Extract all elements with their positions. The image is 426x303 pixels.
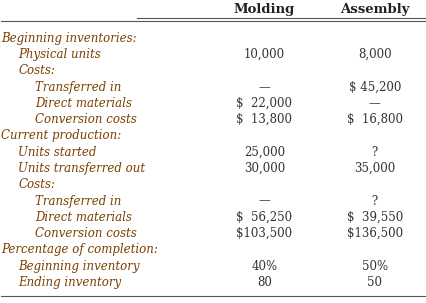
Text: Units transferred out: Units transferred out — [18, 162, 145, 175]
Text: Direct materials: Direct materials — [35, 211, 132, 224]
Text: Percentage of completion:: Percentage of completion: — [1, 243, 158, 256]
Text: $  39,550: $ 39,550 — [346, 211, 402, 224]
Text: ?: ? — [371, 195, 377, 208]
Text: —: — — [258, 81, 270, 94]
Text: $  13,800: $ 13,800 — [236, 113, 292, 126]
Text: Costs:: Costs: — [18, 178, 55, 191]
Text: 25,000: 25,000 — [243, 146, 284, 159]
Text: $  56,250: $ 56,250 — [236, 211, 292, 224]
Text: $ 45,200: $ 45,200 — [348, 81, 400, 94]
Text: $  22,000: $ 22,000 — [236, 97, 292, 110]
Text: Ending inventory: Ending inventory — [18, 276, 121, 289]
Text: 50: 50 — [366, 276, 381, 289]
Text: 8,000: 8,000 — [357, 48, 391, 61]
Text: —: — — [258, 195, 270, 208]
Text: $103,500: $103,500 — [236, 227, 292, 240]
Text: Costs:: Costs: — [18, 65, 55, 77]
Text: Beginning inventory: Beginning inventory — [18, 260, 140, 273]
Text: Molding: Molding — [233, 3, 294, 16]
Text: $136,500: $136,500 — [346, 227, 402, 240]
Text: Current production:: Current production: — [1, 129, 121, 142]
Text: Beginning inventories:: Beginning inventories: — [1, 32, 137, 45]
Text: Conversion costs: Conversion costs — [35, 227, 137, 240]
Text: ?: ? — [371, 146, 377, 159]
Text: Transferred in: Transferred in — [35, 81, 121, 94]
Text: $  16,800: $ 16,800 — [346, 113, 402, 126]
Text: Units started: Units started — [18, 146, 97, 159]
Text: 35,000: 35,000 — [353, 162, 394, 175]
Text: —: — — [368, 97, 380, 110]
Text: 30,000: 30,000 — [243, 162, 285, 175]
Text: 40%: 40% — [251, 260, 277, 273]
Text: Transferred in: Transferred in — [35, 195, 121, 208]
Text: Conversion costs: Conversion costs — [35, 113, 137, 126]
Text: Physical units: Physical units — [18, 48, 101, 61]
Text: 50%: 50% — [361, 260, 387, 273]
Text: 10,000: 10,000 — [243, 48, 284, 61]
Text: 80: 80 — [256, 276, 271, 289]
Text: Direct materials: Direct materials — [35, 97, 132, 110]
Text: Assembly: Assembly — [339, 3, 409, 16]
